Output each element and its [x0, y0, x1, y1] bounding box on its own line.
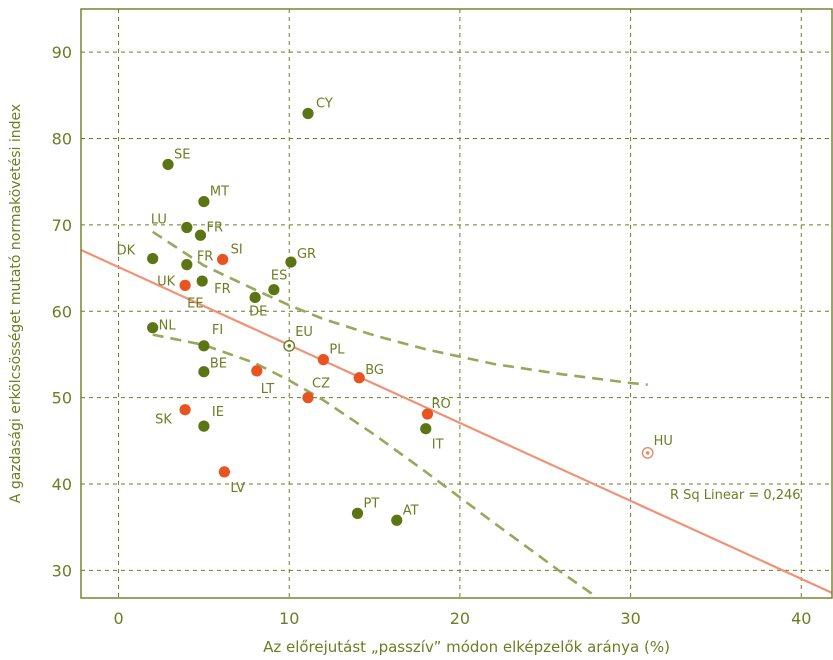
- point-label: EE: [187, 296, 203, 311]
- green-point: [391, 514, 403, 526]
- grid-layer: [81, 9, 832, 598]
- ci-upper-curve: [151, 230, 648, 386]
- green-point: [147, 252, 159, 265]
- point-label: SE: [174, 147, 190, 162]
- point-label: LT: [261, 382, 274, 397]
- point-label: ES: [271, 269, 287, 284]
- green-point: [268, 284, 280, 296]
- green-point: [198, 420, 210, 432]
- r-squared-annotation: R Sq Linear = 0,246: [670, 488, 801, 503]
- ci-lower-curve: [152, 333, 594, 596]
- point-label: FR: [197, 250, 214, 265]
- plot-frame: [80, 8, 833, 599]
- green-point: [420, 423, 432, 435]
- points-layer: [147, 107, 654, 526]
- hollow-point-center: [645, 451, 650, 455]
- y-axis-label: A gazdasági erkölcsösséget mutató normak…: [8, 104, 24, 503]
- point-label: LU: [151, 213, 167, 228]
- point-label: FI: [212, 323, 223, 338]
- point-label: IE: [212, 405, 224, 420]
- green-point: [181, 259, 193, 271]
- point-label: DK: [117, 244, 136, 259]
- orange-point: [353, 372, 365, 384]
- green-point: [249, 291, 261, 304]
- point-label: BE: [210, 357, 227, 372]
- point-label: SK: [155, 413, 172, 428]
- point-label: CY: [316, 97, 333, 112]
- orange-point: [218, 466, 230, 478]
- point-label: DE: [249, 304, 267, 319]
- y-tick-label: 60: [52, 302, 72, 321]
- x-tick-label: 30: [620, 609, 640, 628]
- orange-point: [317, 354, 329, 366]
- x-axis-label: Az előrejutást „passzív” módon elképzelő…: [263, 638, 670, 656]
- point-label: SI: [231, 242, 243, 257]
- orange-point: [251, 365, 263, 377]
- point-label: GR: [297, 247, 316, 262]
- point-label: FR: [206, 220, 223, 235]
- x-tick-label: 0: [113, 609, 123, 628]
- green-point: [162, 158, 174, 171]
- green-point: [351, 507, 364, 519]
- confidence-band-layer: [151, 230, 648, 596]
- point-label: PT: [364, 496, 380, 511]
- green-point: [181, 221, 193, 234]
- point-label: IT: [432, 438, 444, 453]
- green-point: [198, 340, 210, 352]
- point-label: HU: [654, 434, 673, 449]
- y-tick-label: 70: [52, 216, 72, 235]
- green-point: [196, 275, 208, 287]
- green-point: [147, 322, 159, 334]
- orange-point: [302, 392, 314, 404]
- point-label: RO: [431, 397, 450, 412]
- point-label: FR: [214, 282, 231, 297]
- orange-point: [179, 279, 191, 291]
- green-point: [198, 195, 210, 208]
- green-point: [302, 107, 314, 120]
- point-label: UK: [157, 274, 176, 289]
- point-labels-layer: CY SE MT LU FR DK GR FR FR ES DE NL FI BE IE IT PT AT SI UK…: [117, 97, 673, 519]
- y-tick-label: 50: [52, 389, 72, 408]
- orange-point: [217, 253, 229, 266]
- point-label: LV: [230, 481, 245, 496]
- fit-line-layer: [80, 248, 833, 594]
- x-tick-label: 40: [791, 609, 811, 628]
- regression-line: [80, 248, 833, 594]
- y-tick-label: 30: [52, 561, 72, 580]
- x-tick-label: 20: [450, 609, 470, 628]
- point-label: CZ: [312, 377, 330, 392]
- green-point: [198, 366, 210, 378]
- y-tick-label: 80: [52, 130, 72, 149]
- point-label: EU: [295, 325, 313, 340]
- point-label: AT: [403, 503, 419, 518]
- point-label: PL: [329, 343, 345, 358]
- orange-point: [421, 408, 434, 420]
- green-point: [285, 256, 297, 268]
- hollow-point-center: [287, 344, 292, 348]
- green-point: [194, 229, 207, 241]
- point-label: NL: [159, 319, 177, 334]
- x-tick-label: 10: [279, 609, 299, 628]
- y-tick-label: 40: [52, 475, 72, 494]
- point-label: BG: [365, 363, 384, 378]
- point-label: MT: [210, 185, 229, 200]
- y-tick-label: 90: [52, 43, 72, 62]
- tick-labels-layer: 0 10 20 30 40 30 40 50 60 70 80 90: [52, 43, 812, 628]
- orange-point: [179, 404, 191, 416]
